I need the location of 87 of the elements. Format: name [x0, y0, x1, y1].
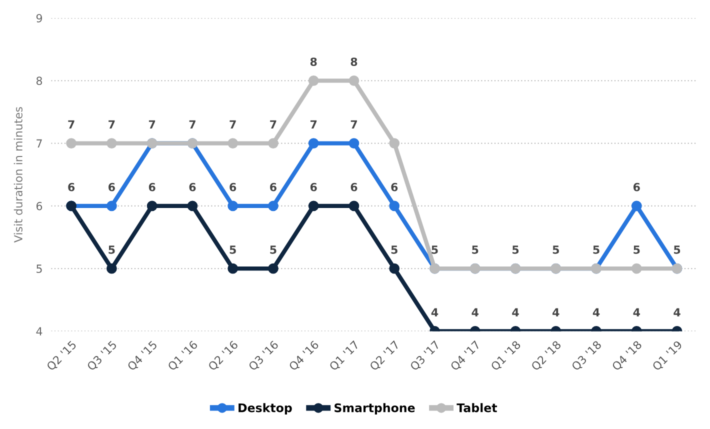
x-tick-label: Q2 '16: [208, 340, 240, 372]
data-label: 6: [68, 182, 75, 192]
legend-label: Tablet: [456, 403, 498, 412]
point: [268, 200, 278, 212]
y-tick-label: 7: [36, 139, 42, 148]
point: [389, 200, 400, 212]
data-label: 5: [270, 246, 276, 254]
data-label: 7: [68, 120, 74, 128]
x-tick-label: Q3 '18: [571, 340, 603, 372]
data-label: 7: [148, 120, 156, 128]
point: [146, 200, 158, 212]
y-tick-label: 9: [36, 14, 42, 22]
y-tick-label: 4: [36, 327, 42, 336]
data-label: 4: [472, 308, 478, 316]
data-label: 6: [310, 182, 317, 192]
data-label: 4: [674, 308, 680, 316]
data-label: 4: [512, 308, 519, 316]
data-label: 8: [310, 58, 317, 66]
x-tick-label: Q4 '16: [288, 340, 320, 372]
point: [308, 138, 319, 148]
point: [389, 138, 400, 148]
data-label: 5: [512, 246, 519, 254]
point: [348, 75, 360, 86]
data-label: 5: [593, 246, 600, 254]
x-tick-label: Q1 '18: [490, 340, 522, 372]
point: [348, 138, 360, 148]
data-label: 6: [633, 182, 640, 192]
data-label: 4: [431, 308, 438, 316]
data-label: 6: [148, 182, 156, 192]
x-tick-label: Q3 '15: [86, 340, 118, 372]
point: [228, 138, 238, 148]
data-label: 7: [310, 120, 317, 128]
data-label: 5: [108, 246, 115, 254]
point: [631, 263, 642, 274]
data-label: 4: [633, 308, 640, 316]
x-tick-label: Q1 '16: [167, 340, 199, 372]
y-tick-label: 8: [36, 76, 42, 86]
point: [228, 200, 238, 212]
data-label: 4: [592, 308, 600, 316]
point: [187, 200, 198, 212]
data-label: 5: [674, 246, 680, 254]
x-tick-label: Q2 '18: [530, 340, 562, 372]
point: [66, 138, 77, 148]
point: [631, 200, 642, 212]
point: [308, 75, 319, 86]
data-label: 7: [270, 120, 276, 128]
data-label: 7: [189, 120, 196, 128]
x-tick-label: Q2 '15: [46, 340, 78, 372]
x-tick-label: Q3 '16: [248, 340, 280, 372]
data-label: 6: [350, 182, 358, 192]
data-label: 6: [270, 182, 276, 192]
x-tick-label: Q3 '17: [409, 340, 442, 372]
legend-label: Smartphone: [334, 403, 415, 415]
data-label: 5: [230, 246, 236, 254]
data-label: 8: [350, 58, 358, 66]
data-label: 6: [391, 182, 398, 192]
legend-label: Desktop: [238, 403, 292, 415]
point: [228, 263, 238, 274]
data-label: 6: [230, 182, 236, 192]
data-label: 5: [391, 246, 398, 254]
x-tick-label: Q2 '17: [369, 340, 401, 372]
x-tick-label: Q4 '17: [450, 340, 482, 372]
y-axis-title: Visit duration in minutes: [14, 107, 22, 243]
point: [106, 263, 117, 274]
point: [268, 263, 278, 274]
data-label: 6: [189, 182, 196, 192]
y-tick-label: 5: [36, 264, 42, 273]
data-label: 5: [634, 246, 640, 254]
data-label: 7: [108, 120, 115, 128]
data-label: 5: [432, 246, 438, 254]
data-label: 7: [350, 120, 357, 128]
data-label: 6: [108, 182, 115, 192]
x-tick-label: Q1 '17: [328, 340, 360, 372]
point: [308, 200, 319, 212]
data-label: 7: [230, 120, 236, 128]
x-tick-label: Q4 '18: [611, 340, 644, 372]
data-label: 4: [552, 308, 560, 316]
y-tick-label: 6: [36, 202, 42, 210]
data-label: 5: [552, 246, 559, 254]
point: [268, 138, 278, 148]
x-tick-label: Q1 '19: [652, 340, 684, 372]
point: [348, 200, 360, 212]
data-label: 5: [472, 246, 478, 254]
point: [389, 263, 400, 274]
x-tick-label: Q4 '15: [126, 340, 158, 372]
point: [106, 138, 117, 148]
point: [106, 200, 117, 212]
